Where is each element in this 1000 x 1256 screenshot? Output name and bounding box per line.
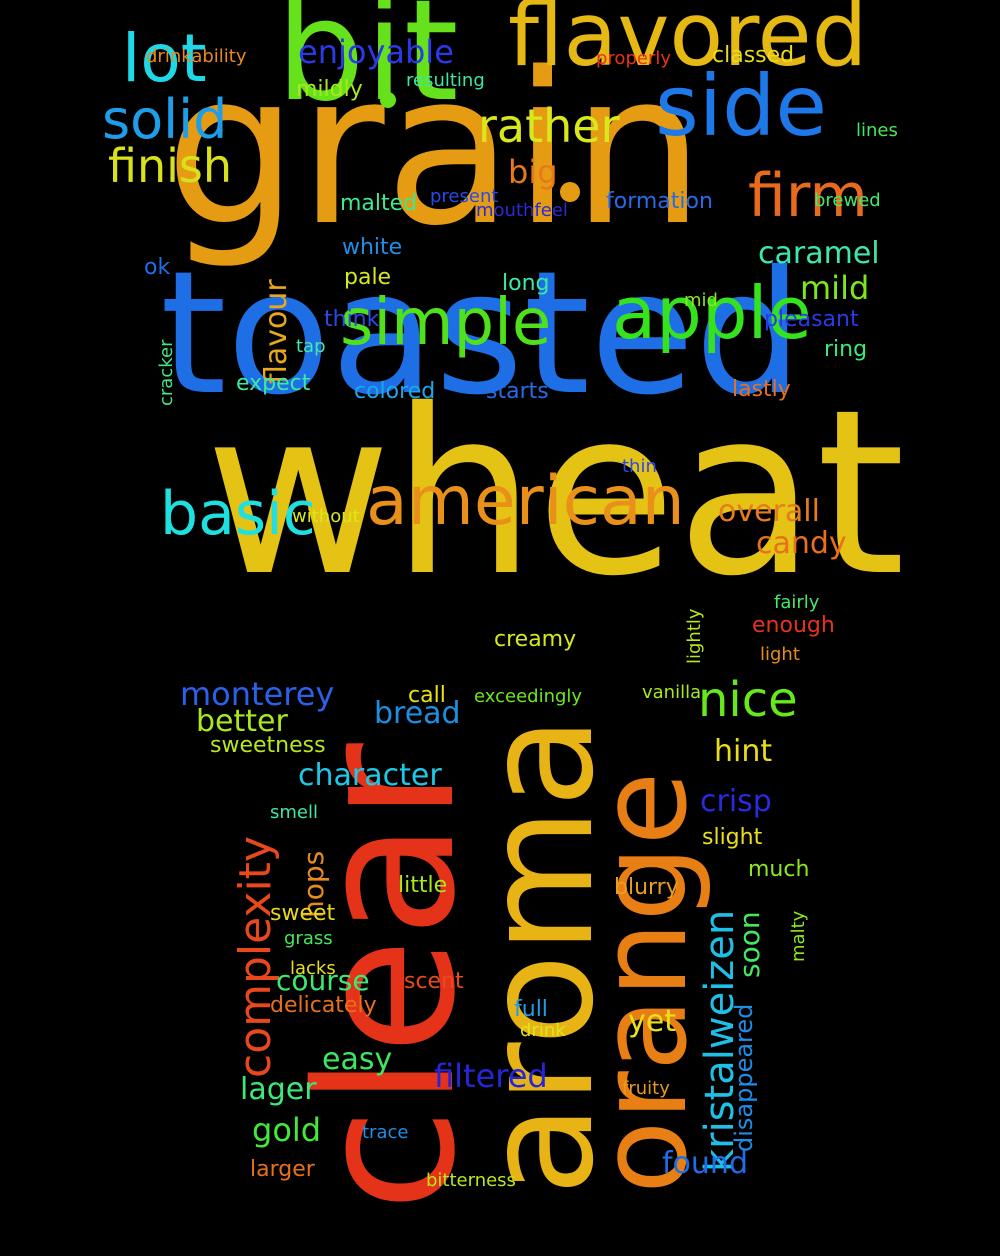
word-grain: grain (165, 27, 705, 273)
word-mid: mid (684, 290, 718, 312)
word-mouthfeel: mouthfeel (476, 200, 568, 222)
word-white: white (342, 235, 403, 261)
word-fruity: fruity (622, 1078, 670, 1100)
word-solid: solid (102, 87, 228, 151)
word-sweet: sweet (270, 901, 336, 927)
word-complexity: complexity (230, 836, 281, 1078)
word-grass: grass (284, 928, 333, 950)
word-hint: hint (714, 734, 773, 770)
word-smell: smell (270, 802, 318, 824)
word-flavored: flavored (508, 0, 868, 87)
word-rather: rather (478, 99, 620, 154)
word-malty: malty (788, 910, 809, 962)
word-drinkability: drinkability (146, 46, 247, 68)
word-properly: properly (596, 48, 671, 70)
word-drink: drink (520, 1020, 566, 1042)
word-crisp: crisp (700, 784, 772, 820)
word-found: found (662, 1146, 748, 1182)
word-call: call (408, 683, 446, 709)
word-full: full (514, 997, 548, 1023)
word-lastly: lastly (732, 377, 791, 403)
word-big: big (508, 152, 558, 191)
word-larger: larger (250, 1157, 315, 1183)
word-resulting: resulting (406, 70, 485, 92)
word-enough: enough (752, 613, 835, 639)
word-course: course (276, 963, 370, 997)
word-trace: trace (362, 1122, 409, 1144)
word-bit: bit (276, 0, 459, 133)
word-without: without (292, 506, 360, 528)
word-apple: apple (612, 271, 812, 356)
word-enjoyable: enjoyable (298, 32, 454, 71)
word-yet: yet (628, 1004, 676, 1040)
word-scent: scent (404, 969, 464, 995)
word-caramel: caramel (758, 236, 880, 272)
word-lager: lager (240, 1072, 317, 1108)
word-colored: colored (354, 379, 436, 405)
word-formation: formation (606, 189, 713, 215)
word-firm: firm (748, 161, 868, 232)
word-soon: soon (733, 911, 766, 978)
word-gold: gold (252, 1110, 322, 1149)
word-lot: lot (122, 19, 207, 97)
word-pale: pale (344, 265, 392, 291)
word-classed: classed (712, 43, 795, 69)
word-candy: candy (756, 526, 847, 562)
word-mild: mild (800, 268, 870, 307)
word-filtered: filtered (434, 1056, 548, 1095)
word-side: side (655, 57, 828, 156)
word-monterey: monterey (180, 674, 335, 713)
word-sweetness: sweetness (210, 733, 326, 759)
word-toasted: toasted (160, 234, 803, 433)
word-cracker: cracker (156, 339, 177, 406)
word-lines: lines (856, 120, 898, 142)
word-better: better (196, 704, 288, 740)
word-creamy: creamy (494, 627, 577, 653)
word-simple: simple (340, 286, 552, 361)
word-starts: starts (486, 379, 549, 405)
word-slight: slight (702, 825, 763, 851)
word-bread: bread (374, 696, 461, 732)
word-present: present (430, 186, 499, 208)
word-flavour: flavour (259, 279, 294, 384)
word-nice: nice (698, 671, 798, 728)
word-fairly: fairly (774, 592, 820, 614)
decorative-dot (380, 92, 396, 108)
word-american: american (366, 462, 685, 542)
word-exceedingly: exceedingly (474, 686, 583, 708)
word-vanilla: vanilla (642, 682, 702, 704)
word-orange: orange (575, 771, 714, 1194)
word-ring: ring (824, 337, 868, 363)
word-malted: malted (340, 191, 418, 217)
word-easy: easy (322, 1042, 393, 1078)
word-pleasant: pleasant (764, 307, 859, 333)
word-finish: finish (108, 139, 233, 194)
word-ok: ok (144, 255, 171, 281)
word-much: much (748, 857, 810, 883)
word-wheat: wheat (205, 359, 906, 626)
word-light: light (760, 644, 800, 666)
word-think: think (324, 307, 380, 333)
word-long: long (502, 271, 550, 297)
word-expect: expect (236, 371, 311, 397)
word-tap: tap (296, 336, 326, 358)
word-disappeared: disappeared (730, 1003, 758, 1152)
word-mildly: mildly (296, 77, 363, 103)
word-thin: thin (622, 456, 657, 478)
word-character: character (298, 758, 442, 794)
word-little: little (398, 873, 448, 899)
word-brewed: brewed (814, 190, 881, 212)
decorative-dot (560, 182, 580, 202)
word-delicately: delicately (270, 993, 377, 1019)
word-blurry: blurry (614, 875, 679, 901)
word-basic: basic (160, 479, 316, 550)
word-overall: overall (718, 494, 820, 530)
word-lacks: lacks (290, 958, 336, 980)
word-lightly: lightly (684, 608, 705, 664)
word-bitterness: bitterness (426, 1170, 516, 1192)
